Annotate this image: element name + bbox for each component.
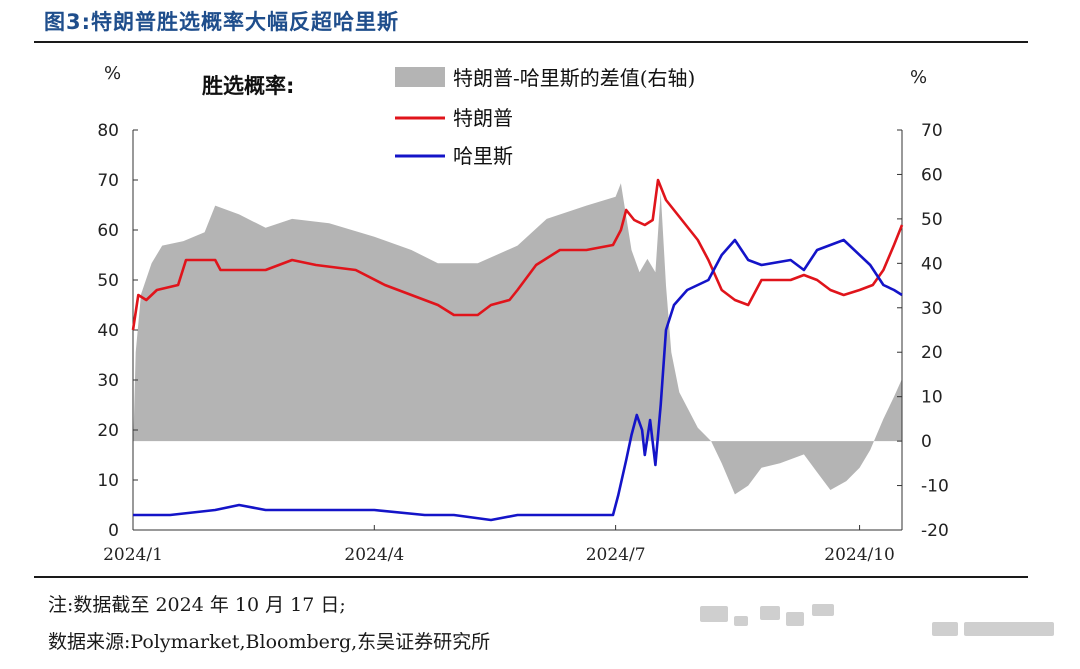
left-tick-label: 70 <box>97 171 119 191</box>
series-line-harris <box>133 238 903 522</box>
right-tick-label: 30 <box>921 299 943 319</box>
left-tick-label: 40 <box>97 321 119 341</box>
right-tick-label: 0 <box>921 432 932 452</box>
figure-title: 图3:特朗普胜选概率大幅反超哈里斯 <box>44 10 400 34</box>
x-tick-label: 2024/7 <box>586 545 646 565</box>
panel-label: 胜选概率: <box>202 74 294 98</box>
right-tick-label: 60 <box>921 165 943 185</box>
axes-layer: 0 10 20 30 40 50 60 70 80 -20 -10 0 10 20 30 40 50 60 70 20… <box>97 121 948 565</box>
left-tick-label: 30 <box>97 371 119 391</box>
series-line-trump <box>131 178 904 331</box>
right-tick-label: 40 <box>921 254 943 274</box>
chart: 0 10 20 30 40 50 60 70 80 -20 -10 0 10 20 30 40 50 60 70 20… <box>97 63 948 565</box>
difference-area-layer <box>133 183 902 495</box>
right-tick-label: 20 <box>921 343 943 363</box>
bottom-rule <box>34 576 1028 578</box>
legend-swatch-difference <box>395 67 445 87</box>
x-tick-label: 2024/10 <box>824 545 895 565</box>
x-tick-label: 2024/1 <box>103 545 163 565</box>
source: 数据来源:Polymarket,Bloomberg,东吴证券研究所 <box>48 631 491 653</box>
x-tick-label: 2024/4 <box>344 545 404 565</box>
legend-label: 哈里斯 <box>453 144 513 168</box>
right-unit: % <box>910 67 927 88</box>
right-tick-label: 70 <box>921 121 943 141</box>
left-unit: % <box>104 63 121 84</box>
label-layer: % % 胜选概率: <box>104 63 927 98</box>
watermark <box>700 600 1060 640</box>
left-tick-label: 60 <box>97 221 119 241</box>
right-tick-label: -10 <box>921 477 949 497</box>
note: 注:数据截至 2024 年 10 月 17 日; <box>48 594 346 616</box>
left-tick-label: 80 <box>97 121 119 141</box>
left-tick-label: 10 <box>97 471 119 491</box>
legend-label: 特朗普-哈里斯的差值(右轴) <box>453 66 695 90</box>
left-tick-label: 20 <box>97 421 119 441</box>
series-difference-area <box>133 183 902 495</box>
left-tick-label: 50 <box>97 271 119 291</box>
line-layer <box>131 178 904 522</box>
left-tick-label: 0 <box>108 521 119 541</box>
legend-label: 特朗普 <box>453 106 513 130</box>
right-tick-label: -20 <box>921 521 949 541</box>
right-tick-label: 50 <box>921 210 943 230</box>
top-rule <box>34 41 1028 43</box>
right-tick-label: 10 <box>921 388 943 408</box>
